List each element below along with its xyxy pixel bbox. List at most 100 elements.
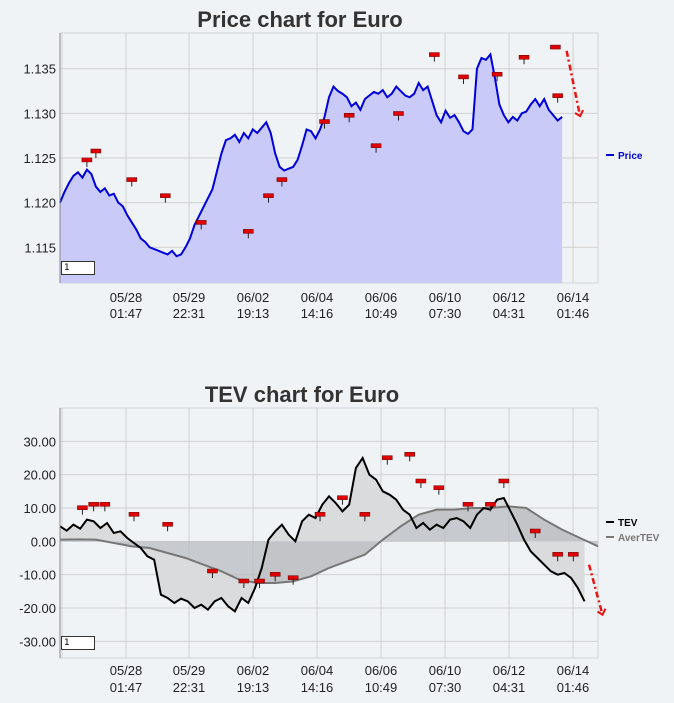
tev-ytick-label: 20.00: [23, 468, 56, 483]
tev-trend-arrow: [587, 564, 604, 615]
tev-signal-flag: [404, 452, 415, 457]
tev-xtick-time: 07:30: [429, 680, 462, 695]
price-signal-flag: [429, 52, 440, 57]
price-ytick-label: 1.120: [23, 196, 56, 211]
price-signal-flag: [393, 111, 404, 116]
price-trend-arrow: [565, 50, 582, 117]
tev-legend-label: TEV: [618, 518, 638, 529]
price-page-input[interactable]: 1: [61, 261, 95, 275]
price-xtick-date: 05/29: [173, 290, 206, 305]
price-series-line: [59, 52, 563, 258]
price-xtick-time: 19:13: [237, 306, 270, 321]
price-signal-flag: [491, 71, 503, 77]
tev-chart-title: TEV chart for Euro: [205, 382, 399, 407]
tev-xtick-time: 10:49: [365, 680, 398, 695]
tev-axes: -30.00 -20.00 -10.00 0.00 10.00 20.00 30.00 05/…: [19, 408, 589, 695]
price-xtick-time: 01:47: [110, 306, 143, 321]
price-xtick-time: 14:16: [301, 306, 334, 321]
tev-series-line: [59, 455, 586, 613]
tev-xtick-date: 06/04: [301, 663, 334, 678]
price-area-fill: [60, 54, 563, 283]
tev-signal-flag: [462, 502, 474, 507]
tev-signal-flag: [88, 502, 99, 507]
tev-signal-flag: [254, 578, 265, 584]
price-markers: [81, 44, 584, 239]
price-xtick-date: 06/12: [493, 290, 526, 305]
price-signal-flag: [370, 143, 382, 148]
tev-signal-flag: [529, 528, 541, 534]
tev-signal-flag: [128, 512, 140, 517]
price-signal-flag: [458, 74, 469, 80]
tev-signal-flag: [382, 455, 393, 460]
tev-chart: TEV chart for Euro -30.00 -20.00 -10.00 0.0…: [19, 382, 660, 695]
tev-signal-flag: [162, 522, 173, 527]
price-xtick-time: 10:49: [365, 306, 398, 321]
price-xtick-date: 06/06: [365, 290, 398, 305]
tev-signal-flag: [498, 478, 510, 484]
tev-xtick-time: 14:16: [301, 680, 334, 695]
tev-xtick-time: 01:47: [110, 680, 143, 695]
price-area: [59, 52, 563, 283]
price-signal-flag: [518, 55, 530, 60]
price-ytick-label: 1.130: [23, 106, 56, 121]
tev-xtick-date: 06/14: [557, 663, 590, 678]
price-peak-flag: [550, 44, 561, 50]
tev-signal-flag: [207, 568, 218, 574]
price-legend-label: Price: [618, 151, 643, 162]
price-xtick-date: 06/02: [237, 290, 270, 305]
tev-signal-flag: [337, 495, 348, 500]
price-chart: Price chart for Euro 1.115 1.120 1.125 1.13…: [23, 7, 642, 321]
price-signal-flag: [126, 177, 137, 182]
tev-markers: [77, 452, 607, 617]
avertev-legend-label: AverTEV: [618, 533, 660, 544]
tev-legend: TEV AverTEV: [606, 518, 660, 544]
tev-signal-flag: [568, 552, 579, 557]
tev-page-input[interactable]: 1: [61, 636, 95, 650]
tev-xtick-time: 19:13: [237, 680, 270, 695]
tev-signal-flag: [287, 575, 299, 580]
price-xtick-time: 04:31: [493, 306, 526, 321]
tev-xtick-date: 06/10: [429, 663, 462, 678]
price-signal-flag: [552, 93, 563, 98]
tev-ytick-label: 0.00: [31, 534, 56, 549]
tev-xtick-date: 05/29: [173, 663, 206, 678]
price-xtick-time: 07:30: [429, 306, 462, 321]
price-signal-flag: [90, 148, 102, 154]
price-legend: Price: [606, 151, 643, 162]
tev-ytick-label: -10.00: [19, 568, 56, 583]
tev-signal-flag: [415, 478, 427, 484]
tev-signal-flag: [552, 552, 563, 557]
price-ytick-label: 1.135: [23, 62, 56, 77]
tev-xtick-time: 01:46: [557, 680, 590, 695]
tev-signal-flag: [269, 572, 281, 577]
tev-xtick-date: 06/06: [365, 663, 398, 678]
tev-signal-flag: [238, 578, 250, 584]
tev-area: [59, 455, 599, 613]
tev-xtick-date: 06/02: [237, 663, 270, 678]
tev-signal-flag: [99, 502, 111, 507]
tev-xtick-date: 06/12: [493, 663, 526, 678]
tev-signal-flag: [433, 485, 445, 490]
price-xtick-date: 06/10: [429, 290, 462, 305]
price-ytick-label: 1.125: [23, 151, 56, 166]
price-signal-flag: [343, 113, 355, 118]
price-xtick-date: 05/28: [110, 290, 143, 305]
tev-gap-fill: [60, 458, 585, 612]
price-signal-flag: [81, 157, 93, 163]
price-signal-flag: [263, 193, 274, 198]
price-trend-arrowhead: [574, 109, 584, 118]
price-xtick-time: 01:46: [557, 306, 590, 321]
price-chart-title: Price chart for Euro: [197, 7, 402, 32]
tev-xtick-time: 04:31: [493, 680, 526, 695]
price-xtick-date: 06/14: [557, 290, 590, 305]
price-ytick-label: 1.115: [24, 240, 56, 255]
price-signal-flag: [160, 193, 171, 198]
tev-signal-flag: [314, 512, 326, 517]
price-signal-flag: [195, 220, 207, 225]
tev-signal-flag: [77, 505, 88, 510]
price-signal-flag: [243, 229, 254, 234]
price-signal-flag: [319, 119, 330, 124]
tev-ytick-label: 10.00: [23, 501, 56, 516]
